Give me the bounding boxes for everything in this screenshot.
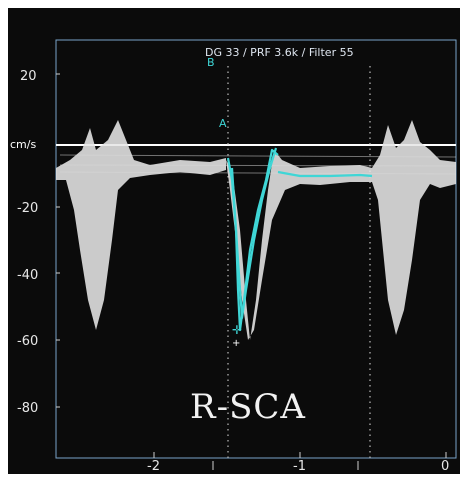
trace-envelope-inner (230, 147, 278, 320)
header-marker: B (207, 56, 215, 69)
velocity-unit-label: cm/s (10, 138, 36, 151)
spectrum-beat-3 (372, 120, 456, 335)
y-tick-label: -80 (17, 401, 38, 416)
vessel-label: R-SCA (190, 387, 306, 427)
cursor-plus-icon: + (232, 338, 240, 349)
y-tick-label: -20 (17, 201, 38, 216)
trace-diastolic (277, 170, 373, 178)
velocity-trace (226, 147, 373, 332)
x-tick-label: -1 (293, 459, 306, 474)
cursor-cross-icon: ✛ (232, 323, 242, 337)
y-tick-label: -40 (17, 268, 38, 283)
plot-frame (55, 39, 457, 459)
x-tick-label: -2 (147, 459, 160, 474)
header-params: DG 33 / PRF 3.6k / Filter 55 (205, 46, 354, 59)
spectrum-beat-2 (226, 150, 372, 340)
cursor-letter: A (219, 117, 227, 130)
y-tick-label: 20 (20, 69, 37, 84)
y-axis: 20 -20 -40 -60 -80 (17, 69, 60, 416)
x-tick-label: 0 (441, 459, 449, 474)
x-axis: -2 -1 0 (147, 452, 449, 474)
y-tick-label: -60 (17, 334, 38, 349)
spectrum-beat-1 (56, 120, 226, 330)
spectral-noise-band (59, 154, 457, 175)
